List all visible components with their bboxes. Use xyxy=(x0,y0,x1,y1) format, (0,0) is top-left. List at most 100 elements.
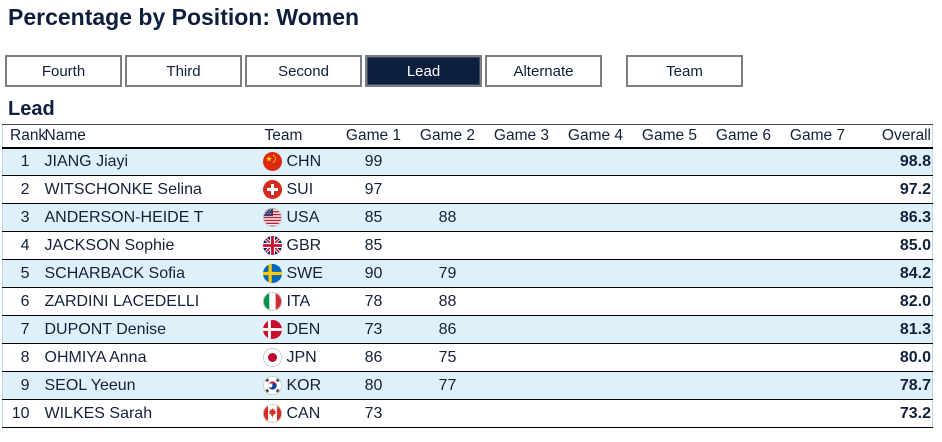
table-row: 8 OHMIYA Anna JPN 86 75 80.0 xyxy=(2,344,933,372)
game-5-cell xyxy=(633,148,707,176)
game-7-cell xyxy=(781,316,855,344)
game-1-cell: 73 xyxy=(364,320,383,338)
athlete-name: JIANG Jiayi xyxy=(44,152,129,170)
team-wrap: DEN xyxy=(262,320,337,339)
game-2-cell xyxy=(411,148,485,176)
team-wrap: JPN xyxy=(262,348,337,367)
game-3-cell xyxy=(485,260,559,288)
game-1-cell: 97 xyxy=(364,180,383,198)
table-row: 1 JIANG Jiayi CHN 99 98.8 xyxy=(2,147,933,176)
game-3-cell xyxy=(485,288,559,316)
game-6-cell xyxy=(707,232,781,260)
game-3-cell xyxy=(485,372,559,400)
table-body: 1 JIANG Jiayi CHN 99 98.8 2 WITSCHONKE Selina S… xyxy=(2,147,933,428)
game-1-cell: 78 xyxy=(364,292,383,310)
athlete-name: SCHARBACK Sofia xyxy=(44,264,186,282)
rank-cell: 10 xyxy=(11,404,30,422)
column-header-game-5: Game 5 xyxy=(641,126,698,144)
game-7-cell xyxy=(781,176,855,204)
kor-flag-icon xyxy=(262,376,282,395)
column-header-rank: Rank xyxy=(10,126,47,144)
team-cell: GBR xyxy=(262,232,337,260)
team-cell: JPN xyxy=(262,344,337,372)
game-4-cell xyxy=(559,148,633,176)
game-1-cell: 90 xyxy=(364,264,383,282)
column-header-game-1: Game 1 xyxy=(345,126,402,144)
team-code: SUI xyxy=(286,180,314,198)
team-cell: KOR xyxy=(262,372,337,400)
den-flag-icon xyxy=(262,320,282,339)
tab-fourth[interactable]: Fourth xyxy=(5,55,122,87)
game-2-cell: 88 xyxy=(438,208,457,226)
column-header-game-2: Game 2 xyxy=(419,126,476,144)
tab-lead[interactable]: Lead xyxy=(365,55,482,87)
team-code: CAN xyxy=(286,404,321,422)
athlete-name: OHMIYA Anna xyxy=(44,348,147,366)
team-cell: USA xyxy=(262,204,337,232)
sui-flag-icon xyxy=(262,180,282,199)
game-6-cell xyxy=(707,372,781,400)
game-1-cell: 80 xyxy=(364,376,383,394)
overall-cell: 73.2 xyxy=(899,404,931,422)
game-5-cell xyxy=(633,372,707,400)
column-header-team: Team xyxy=(264,126,303,144)
tab-team[interactable]: Team xyxy=(626,55,743,87)
position-tabs: Fourth Third Second Lead Alternate Team xyxy=(5,55,942,87)
game-4-cell xyxy=(559,204,633,232)
game-6-cell xyxy=(707,260,781,288)
athlete-name: WITSCHONKE Selina xyxy=(44,180,202,198)
game-7-cell xyxy=(781,232,855,260)
game-7-cell xyxy=(781,204,855,232)
column-header-game-4: Game 4 xyxy=(567,126,624,144)
overall-cell: 86.3 xyxy=(899,208,931,226)
game-5-cell xyxy=(633,176,707,204)
team-code: GBR xyxy=(286,236,322,254)
table-row: 3 ANDERSON-HEIDE T USA 85 88 86.3 xyxy=(2,203,933,232)
tab-alternate[interactable]: Alternate xyxy=(485,55,602,87)
game-5-cell xyxy=(633,260,707,288)
game-3-cell xyxy=(485,344,559,372)
team-cell: CAN xyxy=(262,400,337,428)
athlete-name: JACKSON Sophie xyxy=(44,236,175,254)
game-2-cell xyxy=(411,232,485,260)
rank-cell: 9 xyxy=(20,376,30,394)
game-6-cell xyxy=(707,316,781,344)
rank-cell: 3 xyxy=(20,208,30,226)
team-cell: DEN xyxy=(262,316,337,344)
game-1-cell: 85 xyxy=(364,236,383,254)
team-code: JPN xyxy=(286,348,317,366)
game-7-cell xyxy=(781,148,855,176)
game-7-cell xyxy=(781,344,855,372)
game-2-cell xyxy=(411,176,485,204)
team-code: DEN xyxy=(286,320,321,338)
team-code: USA xyxy=(286,208,320,226)
team-cell: ITA xyxy=(262,288,337,316)
athlete-name: WILKES Sarah xyxy=(44,404,153,422)
table-row: 7 DUPONT Denise DEN 73 86 81.3 xyxy=(2,315,933,344)
game-1-cell: 86 xyxy=(364,348,383,366)
team-wrap: CAN xyxy=(262,404,337,423)
team-code: ITA xyxy=(286,292,311,310)
game-4-cell xyxy=(559,288,633,316)
table-row: 9 SEOL Yeeun KOR 80 77 78.7 xyxy=(2,371,933,400)
column-header-game-7: Game 7 xyxy=(789,126,846,144)
team-cell: SUI xyxy=(262,176,337,204)
swe-flag-icon xyxy=(262,264,282,283)
rank-cell: 7 xyxy=(20,320,30,338)
game-6-cell xyxy=(707,288,781,316)
tab-second[interactable]: Second xyxy=(245,55,362,87)
game-4-cell xyxy=(559,260,633,288)
game-3-cell xyxy=(485,204,559,232)
game-5-cell xyxy=(633,400,707,428)
game-6-cell xyxy=(707,204,781,232)
game-6-cell xyxy=(707,148,781,176)
tab-third[interactable]: Third xyxy=(125,55,242,87)
team-wrap: SWE xyxy=(262,264,337,283)
table-row: 2 WITSCHONKE Selina SUI 97 97.2 xyxy=(2,176,933,204)
game-7-cell xyxy=(781,372,855,400)
game-7-cell xyxy=(781,288,855,316)
athlete-name: ANDERSON-HEIDE T xyxy=(44,208,204,226)
overall-cell: 81.3 xyxy=(899,320,931,338)
team-wrap: KOR xyxy=(262,376,337,395)
team-code: CHN xyxy=(286,152,322,170)
